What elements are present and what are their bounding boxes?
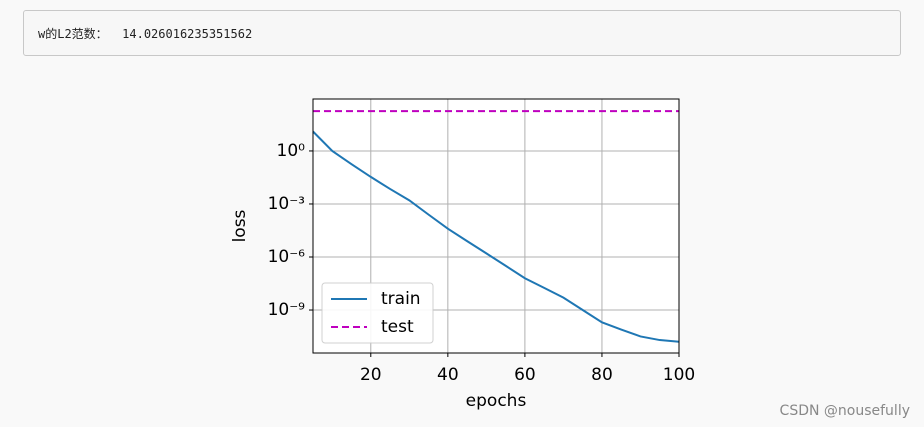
x-tick-label: 80 (591, 365, 613, 385)
x-tick-label: 20 (360, 365, 382, 385)
x-tick-label: 40 (437, 365, 459, 385)
x-axis-label: epochs (466, 391, 527, 411)
y-tick-label: 10⁻³ (268, 194, 305, 214)
line-train (312, 130, 680, 343)
output-cell: w的L2范数： 14.026016235351562 (23, 10, 901, 56)
legend-label: train (381, 289, 421, 309)
y-tick-label: 10⁻⁹ (268, 300, 306, 320)
watermark: CSDN @nousefully (779, 403, 910, 419)
output-value: 14.026016235351562 (122, 27, 253, 41)
axes-frame (312, 98, 680, 354)
y-axis-label: loss (230, 209, 250, 242)
x-tick-label: 100 (663, 365, 695, 385)
legend-label: test (381, 317, 414, 337)
y-tick-label: 10⁰ (277, 141, 306, 161)
x-tick-label: 60 (514, 365, 536, 385)
output-label: w的L2范数： (38, 27, 108, 41)
y-tick-label: 10⁻⁶ (268, 247, 306, 267)
